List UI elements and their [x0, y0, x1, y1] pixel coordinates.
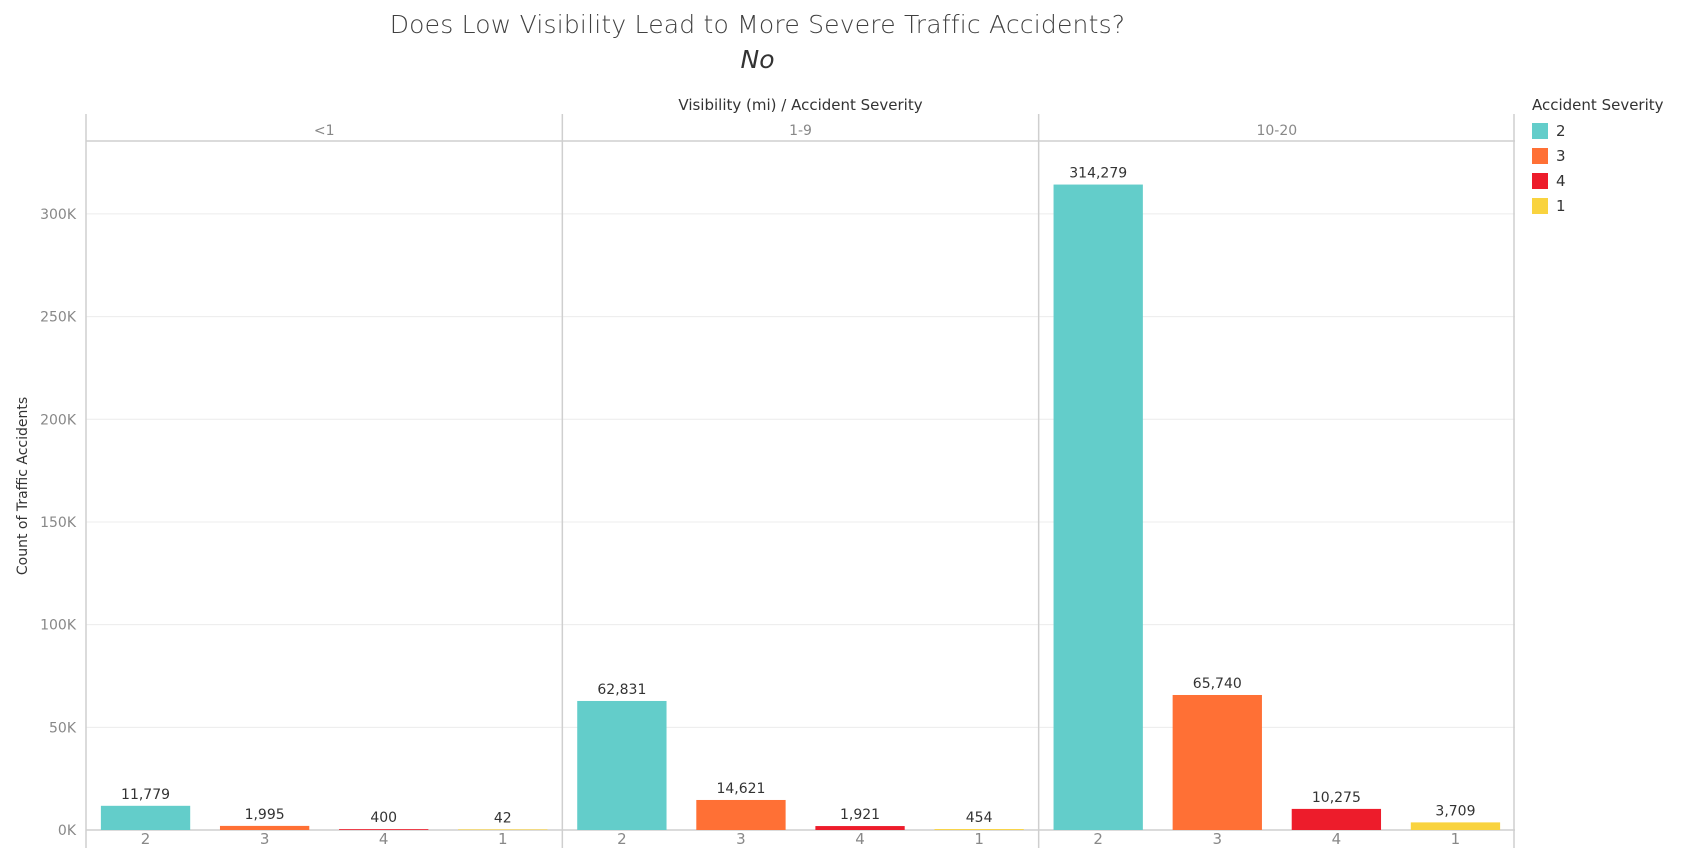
y-tick-label: 100K: [40, 618, 77, 634]
legend-swatch: [1532, 147, 1548, 164]
data-label: 65,740: [1193, 676, 1242, 692]
legend-item: 1: [1532, 193, 1664, 218]
bar: [1291, 808, 1382, 830]
y-tick-label: 0K: [58, 823, 77, 839]
panel-header: 1-9: [789, 123, 812, 139]
panel-header: <1: [314, 123, 335, 139]
bar: [815, 826, 905, 830]
bar: [219, 825, 310, 830]
data-label: 10,275: [1312, 790, 1361, 806]
bar: [1172, 694, 1262, 830]
x-tick-label: 3: [736, 830, 746, 848]
column-header: Visibility (mi) / Accident Severity: [678, 96, 922, 114]
bar: [458, 829, 548, 830]
legend-swatch: [1532, 197, 1548, 214]
bar-chart: Visibility (mi) / Accident Severity 0K 50K…: [15, 96, 1515, 848]
legend: Accident Severity 2 3 4 1: [1532, 96, 1664, 218]
legend-items: 2 3 4 1: [1532, 118, 1664, 218]
x-tick-label: 4: [1332, 830, 1342, 848]
data-label: 14,621: [716, 781, 765, 797]
x-tick-label: 3: [260, 830, 270, 848]
bar: [934, 829, 1024, 830]
panel-header: 10-20: [1256, 123, 1297, 139]
data-label: 42: [494, 810, 512, 826]
legend-swatch: [1532, 122, 1548, 139]
y-tick-label: 50K: [49, 720, 77, 736]
y-axis-title: Count of Traffic Accidents: [15, 397, 31, 575]
legend-title: Accident Severity: [1532, 96, 1664, 114]
chart-title: Does Low Visibility Lead to More Severe …: [389, 10, 1126, 39]
x-tick-label: 4: [855, 830, 865, 848]
data-label: 400: [370, 810, 397, 826]
x-tick-label: 1: [974, 830, 984, 848]
x-tick-label: 1: [1451, 830, 1461, 848]
x-tick-label: 2: [141, 830, 151, 848]
legend-label: 3: [1556, 146, 1566, 165]
y-tick-label: 200K: [40, 412, 77, 428]
x-tick-label: 3: [1213, 830, 1223, 848]
y-tick-label: 150K: [40, 515, 77, 531]
data-label: 454: [966, 810, 993, 826]
bar: [577, 700, 667, 830]
bar: [1410, 822, 1501, 830]
data-label: 314,279: [1069, 166, 1127, 182]
y-tick-label: 250K: [40, 310, 77, 326]
legend-swatch: [1532, 172, 1548, 189]
x-tick-label: 2: [617, 830, 627, 848]
bar: [1053, 184, 1143, 831]
bar: [339, 829, 429, 830]
chart-subtitle: No: [740, 45, 775, 74]
y-tick-label: 300K: [40, 207, 77, 223]
bar: [100, 805, 191, 830]
x-tick-label: 2: [1093, 830, 1103, 848]
bar: [696, 799, 786, 830]
legend-label: 1: [1556, 196, 1566, 215]
x-tick-label: 1: [498, 830, 508, 848]
legend-item: 2: [1532, 118, 1664, 143]
legend-label: 2: [1556, 121, 1566, 140]
data-label: 3,709: [1435, 803, 1475, 819]
legend-item: 3: [1532, 143, 1664, 168]
data-label: 1,921: [840, 807, 880, 823]
data-label: 1,995: [245, 807, 285, 823]
legend-label: 4: [1556, 171, 1566, 190]
data-label: 62,831: [597, 682, 646, 698]
x-tick-label: 4: [379, 830, 389, 848]
legend-item: 4: [1532, 168, 1664, 193]
data-label: 11,779: [121, 787, 170, 803]
